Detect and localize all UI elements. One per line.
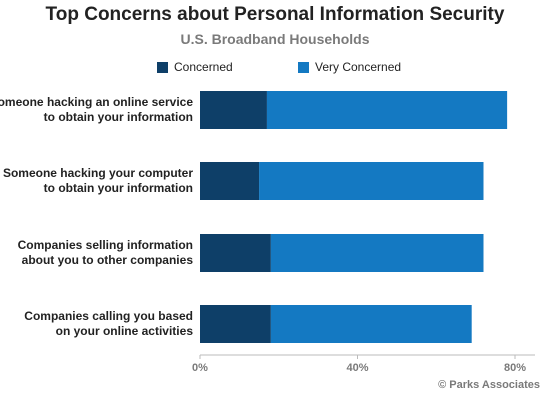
category-label-line-0-1: to obtain your information [44,110,193,124]
category-label-3: Companies calling you based on your onlin… [24,309,193,338]
bar-concerned-1 [200,162,260,200]
chart-title: Top Concerns about Personal Information … [45,4,505,25]
bar-very-concerned-3 [270,305,472,343]
bar-concerned-0 [200,91,267,129]
category-label-line-2-1: about you to other companies [22,253,194,267]
category-label-1: Someone hacking your computer to obtain y… [3,166,193,195]
bar-very-concerned-0 [266,91,508,129]
x-tick-label-2: 80% [504,362,526,374]
legend: Concerned Very Concerned [0,60,550,74]
bar-concerned-3 [200,305,271,343]
legend-label-concerned: Concerned [174,60,233,74]
x-tick-label-0: 0% [192,362,208,374]
category-label-line-0-0: Someone hacking an online service [0,95,193,109]
bar-concerned-2 [200,234,271,272]
category-label-line-2-0: Companies selling information [18,238,193,252]
chart-subtitle: U.S. Broadband Households [180,31,370,47]
source-credit: © Parks Associates [438,379,540,391]
category-label-line-3-0: Companies calling you based [24,309,193,323]
legend-item-very-concerned: Very Concerned [298,60,401,74]
category-label-line-1-0: Someone hacking your computer [3,166,193,180]
bar-very-concerned-1 [259,162,484,200]
category-label-2: Companies selling information about you t… [18,238,194,267]
legend-label-very-concerned: Very Concerned [315,60,402,74]
legend-item-concerned: Concerned [157,60,233,74]
category-label-line-3-1: on your online activities [56,324,194,338]
bar-very-concerned-2 [270,234,484,272]
category-label-0: Someone hacking an online service to obta… [0,95,193,124]
category-label-line-1-1: to obtain your information [44,181,193,195]
x-tick-label-1: 40% [346,362,368,374]
legend-swatch-very-concerned [298,61,309,73]
legend-swatch-concerned [157,61,168,73]
